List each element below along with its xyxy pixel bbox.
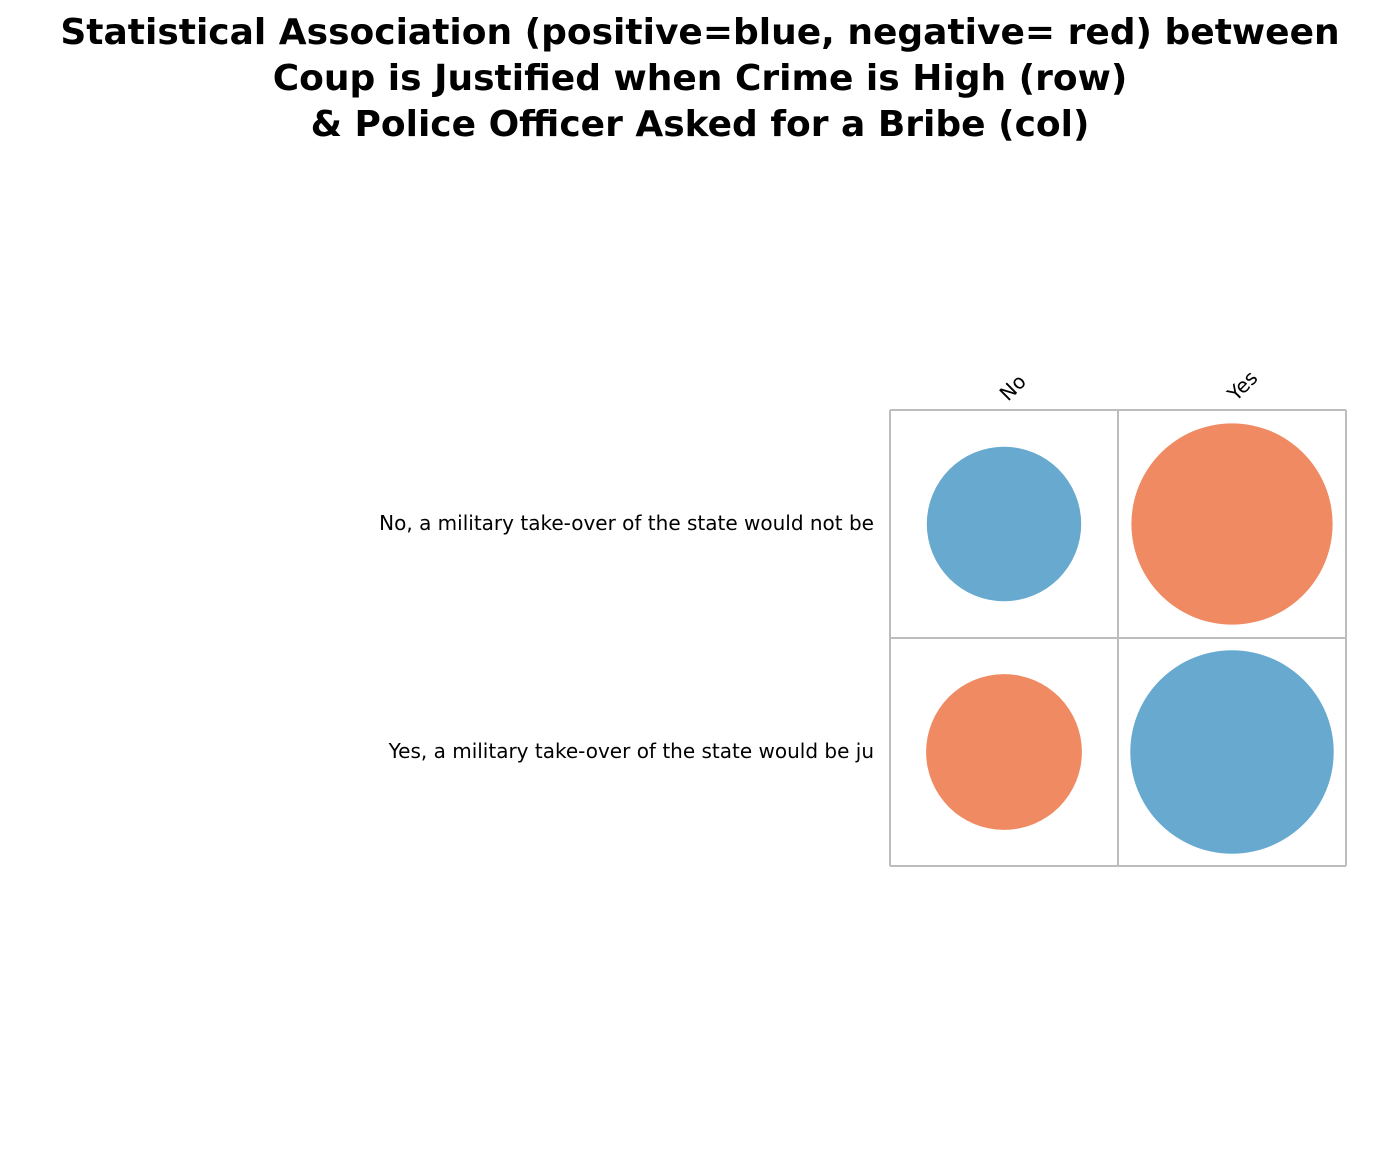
plot-area: No, a military take-over of the state wo… [379, 366, 1347, 867]
title-line-3: & Police Officer Asked for a Bribe (col) [311, 104, 1090, 145]
row-label-0: No, a military take-over of the state wo… [379, 511, 874, 535]
title-line-1: Statistical Association (positive=blue, … [60, 12, 1339, 53]
association-circle-r1-c0 [926, 674, 1082, 830]
association-circle-r1-c1 [1130, 650, 1334, 854]
association-circle-r0-c1 [1131, 423, 1333, 625]
col-label-0: No [995, 369, 1031, 405]
row-label-1: Yes, a military take-over of the state w… [388, 739, 874, 763]
title-line-2: Coup is Justified when Crime is High (ro… [273, 58, 1128, 99]
col-label-1: Yes [1222, 366, 1263, 407]
chart-title: Statistical Association (positive=blue, … [60, 12, 1339, 145]
association-circle-r0-c0 [926, 446, 1082, 602]
